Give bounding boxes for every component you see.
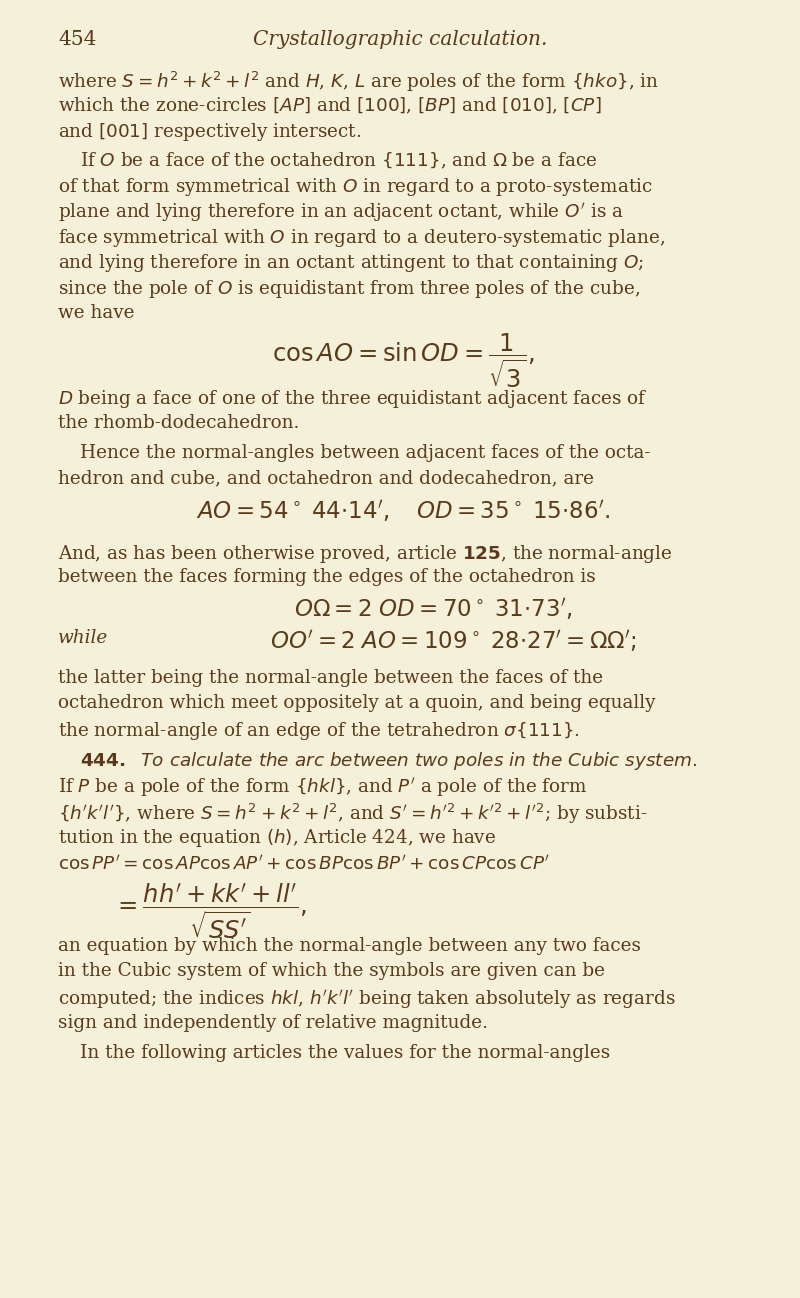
Text: an equation by which the normal-angle between any two faces: an equation by which the normal-angle be… <box>58 937 641 955</box>
Text: $D$ being a face of one of the three equidistant adjacent faces of: $D$ being a face of one of the three equ… <box>58 388 647 410</box>
Text: $= \dfrac{hh' + kk' + ll'}{\sqrt{SS'}},$: $= \dfrac{hh' + kk' + ll'}{\sqrt{SS'}},$ <box>113 883 306 941</box>
Text: and lying therefore in an octant attingent to that containing $O$;: and lying therefore in an octant attinge… <box>58 253 644 274</box>
Text: between the faces forming the edges of the octahedron is: between the faces forming the edges of t… <box>58 569 596 587</box>
Text: plane and lying therefore in an adjacent octant, while $O'$ is a: plane and lying therefore in an adjacent… <box>58 201 624 225</box>
Text: $AO = 54^\circ\;44{\cdot}14',\quad OD = 35^\circ\;15{\cdot}86'.$: $AO = 54^\circ\;44{\cdot}14',\quad OD = … <box>196 498 610 524</box>
Text: $O\Omega = 2\;OD = 70^\circ\;31{\cdot}73',$: $O\Omega = 2\;OD = 70^\circ\;31{\cdot}73… <box>294 597 572 623</box>
Text: $\{h'k'l'\}$, where $S = h^2+k^2+l^2$, and $S' = h'^2+k'^2+l'^2$; by substi-: $\{h'k'l'\}$, where $S = h^2+k^2+l^2$, a… <box>58 801 647 826</box>
Text: octahedron which meet oppositely at a quoin, and being equally: octahedron which meet oppositely at a qu… <box>58 694 655 713</box>
Text: $\mathbf{444.}$  $\mathit{To\ calculate\ the\ arc\ between\ two\ poles\ in\ the\: $\mathbf{444.}$ $\mathit{To\ calculate\ … <box>80 750 698 772</box>
Text: while: while <box>58 630 108 646</box>
Text: If $P$ be a pole of the form $\{hkl\}$, and $P'$ a pole of the form: If $P$ be a pole of the form $\{hkl\}$, … <box>58 776 587 800</box>
Text: 454: 454 <box>58 30 96 49</box>
Text: $OO' = 2\;AO = 109^\circ\;28{\cdot}27' = \Omega\Omega';$: $OO' = 2\;AO = 109^\circ\;28{\cdot}27' =… <box>270 630 636 655</box>
Text: face symmetrical with $O$ in regard to a deutero-systematic plane,: face symmetrical with $O$ in regard to a… <box>58 227 665 249</box>
Text: the normal-angle of an edge of the tetrahedron $\sigma\{111\}$.: the normal-angle of an edge of the tetra… <box>58 720 580 742</box>
Text: Crystallographic calculation.: Crystallographic calculation. <box>253 30 547 49</box>
Text: and $[001]$ respectively intersect.: and $[001]$ respectively intersect. <box>58 121 361 143</box>
Text: $\cos AO = \sin OD = \dfrac{1}{\sqrt{3}},$: $\cos AO = \sin OD = \dfrac{1}{\sqrt{3}}… <box>272 332 534 391</box>
Text: $\cos PP' = \cos AP \cos AP' + \cos BP \cos BP' + \cos CP \cos CP'$: $\cos PP' = \cos AP \cos AP' + \cos BP \… <box>58 854 550 874</box>
Text: hedron and cube, and octahedron and dodecahedron, are: hedron and cube, and octahedron and dode… <box>58 470 594 488</box>
Text: If $O$ be a face of the octahedron $\{111\}$, and $\Omega$ be a face: If $O$ be a face of the octahedron $\{11… <box>80 151 597 171</box>
Text: the latter being the normal-angle between the faces of the: the latter being the normal-angle betwee… <box>58 668 603 687</box>
Text: the rhomb-dodecahedron.: the rhomb-dodecahedron. <box>58 414 299 431</box>
Text: we have: we have <box>58 304 134 322</box>
Text: And, as has been otherwise proved, article $\mathbf{125}$, the normal-angle: And, as has been otherwise proved, artic… <box>58 543 673 565</box>
Text: tution in the equation $(h)$, Article 424, we have: tution in the equation $(h)$, Article 42… <box>58 827 496 849</box>
Text: in the Cubic system of which the symbols are given can be: in the Cubic system of which the symbols… <box>58 963 605 980</box>
Text: sign and independently of relative magnitude.: sign and independently of relative magni… <box>58 1014 488 1032</box>
Text: which the zone-circles $[AP]$ and $[100]$, $[BP]$ and $[010]$, $[CP]$: which the zone-circles $[AP]$ and $[100]… <box>58 96 602 116</box>
Text: where $S = h^2 + k^2 + l^2$ and $H$, $K$, $L$ are poles of the form $\{hko\}$, i: where $S = h^2 + k^2 + l^2$ and $H$, $K$… <box>58 70 659 93</box>
Text: In the following articles the values for the normal-angles: In the following articles the values for… <box>80 1044 610 1062</box>
Text: since the pole of $O$ is equidistant from three poles of the cube,: since the pole of $O$ is equidistant fro… <box>58 278 640 300</box>
Text: computed; the indices $hkl$, $h'k'l'$ being taken absolutely as regards: computed; the indices $hkl$, $h'k'l'$ be… <box>58 988 675 1011</box>
Text: Hence the normal-angles between adjacent faces of the octa-: Hence the normal-angles between adjacent… <box>80 444 650 462</box>
Text: of that form symmetrical with $O$ in regard to a proto-systematic: of that form symmetrical with $O$ in reg… <box>58 177 653 199</box>
